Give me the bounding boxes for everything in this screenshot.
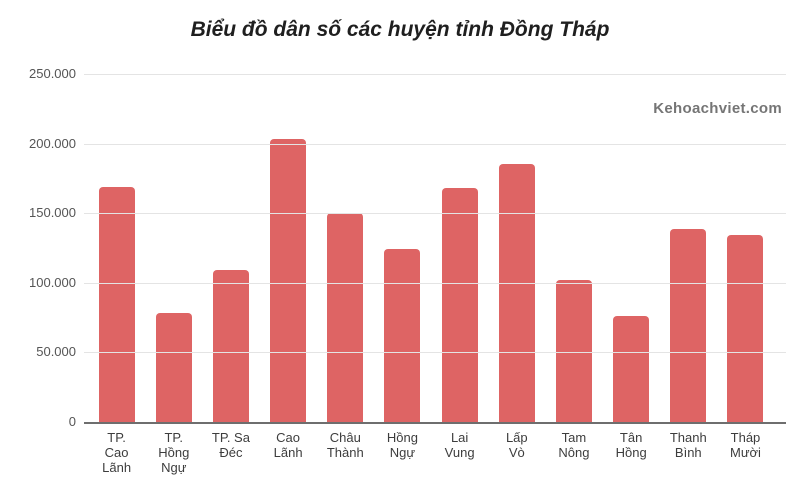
bar-Tháp Mười[interactable] <box>727 235 764 422</box>
bar-slot <box>488 74 545 422</box>
bar-slot <box>603 74 660 422</box>
x-axis-labels: TP. Cao Lãnh TP. Hồng Ngự TP. Sa Đéc Cao Lãnh Châu… <box>88 430 774 475</box>
bar-slot <box>202 74 259 422</box>
gridline <box>84 213 786 215</box>
bar-slot <box>374 74 431 422</box>
bar-slot <box>317 74 374 422</box>
x-axis-label-Cao Lãnh: Cao Lãnh <box>273 430 303 460</box>
bar-slot <box>545 74 602 422</box>
x-axis-label-TP. Sa Đéc: TP. Sa Đéc <box>211 430 250 460</box>
bar-TP. Hồng Ngự[interactable] <box>155 313 192 422</box>
x-axis-label-Hồng Ngự: Hồng Ngự <box>386 430 418 460</box>
y-tick-label: 200.000 <box>29 135 76 151</box>
bar-slot <box>660 74 717 422</box>
bar-TP. Sa Đéc[interactable] <box>212 270 249 422</box>
y-tick-label: 0 <box>68 414 76 429</box>
x-axis-label-Thanh Bình: Thanh Bình <box>669 430 707 460</box>
y-tick-label: 250.000 <box>29 66 76 81</box>
bar-slot <box>260 74 317 422</box>
bar-slot <box>431 74 488 422</box>
bar-TP. Cao Lãnh[interactable] <box>98 186 135 422</box>
plot-area <box>84 74 786 424</box>
bar-slot <box>717 74 774 422</box>
bar-Thanh Bình[interactable] <box>670 228 707 422</box>
bar-slot <box>88 74 145 422</box>
bar-Lai Vung[interactable] <box>441 188 478 422</box>
gridline <box>84 282 786 284</box>
bar-Hồng Ngự[interactable] <box>384 249 421 422</box>
bar-slot <box>145 74 202 422</box>
chart-title: Biểu đồ dân số các huyện tỉnh Đồng Tháp <box>190 18 610 41</box>
bar-Tam Nông[interactable] <box>555 280 592 422</box>
gridline <box>84 352 786 354</box>
gridline <box>84 143 786 145</box>
x-axis-label-Tân Hồng: Tân Hồng <box>615 430 647 460</box>
bar-Tân Hồng[interactable] <box>613 316 650 422</box>
x-axis-label-TP. Hồng Ngự: TP. Hồng Ngự <box>158 430 190 475</box>
bar-Châu Thành[interactable] <box>327 213 364 422</box>
y-tick-label: 100.000 <box>29 274 76 290</box>
watermark: Kehoachviet.com <box>653 100 782 117</box>
y-axis-labels: 0 50.000 100.000 150.000 200.000 250.000 <box>0 66 76 429</box>
x-axis-label-Lấp Vò: Lấp Vò <box>505 430 528 460</box>
y-tick-label: 150.000 <box>29 205 76 221</box>
y-tick-label: 50.000 <box>36 344 76 360</box>
x-axis-label-Tam Nông: Tam Nông <box>558 430 590 460</box>
x-axis-label-Lai Vung: Lai Vung <box>444 430 475 460</box>
x-axis-label-Tháp Mười: Tháp Mười <box>730 430 761 460</box>
gridline <box>84 74 786 75</box>
x-axis-label-Châu Thành: Châu Thành <box>326 430 364 460</box>
bars-container <box>88 74 774 422</box>
bar-Cao Lãnh[interactable] <box>270 139 307 422</box>
bar-Lấp Vò[interactable] <box>498 164 535 422</box>
x-axis-label-TP. Cao Lãnh: TP. Cao Lãnh <box>102 430 132 475</box>
